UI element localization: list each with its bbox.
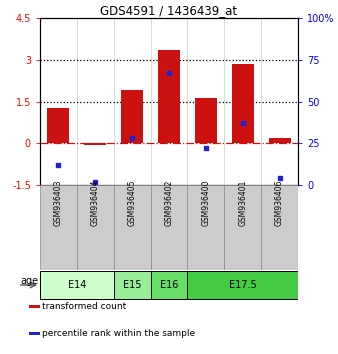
Bar [268, 138, 291, 143]
Bar [114, 270, 150, 299]
Text: percentile rank within the sample: percentile rank within the sample [42, 329, 195, 338]
Bar [195, 98, 217, 143]
Bar [261, 185, 298, 270]
Text: GSM936402: GSM936402 [165, 179, 173, 226]
Bar [232, 64, 254, 143]
Bar [47, 108, 70, 143]
Text: age: age [20, 276, 38, 286]
Bar [158, 50, 180, 143]
Title: GDS4591 / 1436439_at: GDS4591 / 1436439_at [100, 4, 238, 17]
Text: E17.5: E17.5 [229, 280, 257, 290]
Bar [114, 185, 150, 270]
Bar [150, 270, 188, 299]
Bar [29, 304, 40, 308]
Bar [188, 185, 224, 270]
Bar [77, 185, 114, 270]
Bar [29, 332, 40, 335]
Text: GSM936405: GSM936405 [128, 179, 137, 226]
Bar [188, 270, 298, 299]
Text: transformed count: transformed count [42, 302, 126, 311]
Bar [121, 90, 143, 143]
Text: E16: E16 [160, 280, 178, 290]
Bar [150, 185, 188, 270]
Text: GSM936406: GSM936406 [275, 179, 284, 226]
Text: GSM936404: GSM936404 [91, 179, 100, 226]
Bar [224, 185, 261, 270]
Text: GSM936401: GSM936401 [238, 179, 247, 226]
Bar [40, 270, 114, 299]
Text: GSM936400: GSM936400 [201, 179, 210, 226]
Text: E15: E15 [123, 280, 141, 290]
Bar [84, 143, 106, 145]
Text: GSM936403: GSM936403 [54, 179, 63, 226]
Text: E14: E14 [68, 280, 86, 290]
Bar [40, 185, 77, 270]
